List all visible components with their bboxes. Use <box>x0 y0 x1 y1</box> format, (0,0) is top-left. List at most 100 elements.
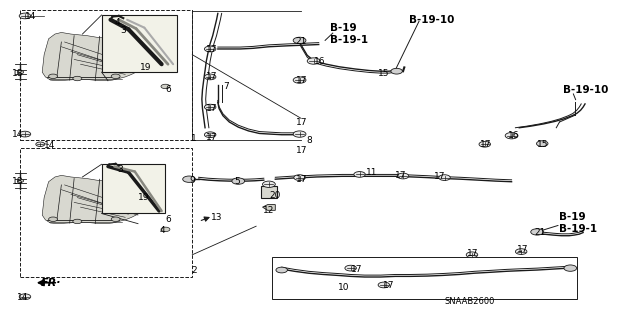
Text: 17: 17 <box>479 140 491 149</box>
Text: FR·: FR· <box>40 278 61 288</box>
Circle shape <box>515 249 527 255</box>
Circle shape <box>19 131 31 137</box>
Text: 20: 20 <box>269 190 280 200</box>
Text: B-19-10: B-19-10 <box>410 15 455 25</box>
Text: 16: 16 <box>508 131 520 140</box>
Text: 21: 21 <box>296 38 307 47</box>
Circle shape <box>564 265 577 271</box>
Text: 2: 2 <box>191 266 196 275</box>
Text: 18: 18 <box>12 69 24 78</box>
Text: 12: 12 <box>262 206 274 215</box>
Circle shape <box>182 176 195 182</box>
Text: 17: 17 <box>206 72 218 81</box>
Text: 14: 14 <box>44 141 56 150</box>
Text: 14: 14 <box>12 130 24 138</box>
Circle shape <box>293 131 306 137</box>
Text: 14: 14 <box>25 12 36 21</box>
Text: B-19
B-19-1: B-19 B-19-1 <box>330 23 368 45</box>
Text: 17: 17 <box>467 249 478 258</box>
Circle shape <box>467 252 477 258</box>
Text: 17: 17 <box>516 245 528 254</box>
Circle shape <box>73 76 82 81</box>
Circle shape <box>345 265 356 271</box>
Circle shape <box>19 294 31 300</box>
Circle shape <box>439 175 451 181</box>
Text: B-19
B-19-1: B-19 B-19-1 <box>559 212 598 234</box>
Circle shape <box>307 58 320 64</box>
Circle shape <box>73 219 82 224</box>
Circle shape <box>276 267 287 273</box>
Circle shape <box>262 181 275 188</box>
Text: 15: 15 <box>537 140 548 149</box>
Text: 18: 18 <box>12 177 24 186</box>
Circle shape <box>531 229 543 235</box>
Circle shape <box>19 13 31 19</box>
Text: 5: 5 <box>234 177 239 186</box>
Circle shape <box>294 175 305 181</box>
Text: 8: 8 <box>306 136 312 145</box>
Text: 16: 16 <box>314 57 325 66</box>
Circle shape <box>505 132 518 139</box>
Bar <box>102 15 177 72</box>
Circle shape <box>161 84 170 89</box>
Circle shape <box>479 141 490 147</box>
Circle shape <box>111 217 120 221</box>
Text: 3: 3 <box>121 26 127 35</box>
Text: 19: 19 <box>138 193 150 202</box>
Circle shape <box>397 173 409 179</box>
Text: 17: 17 <box>296 117 307 127</box>
Circle shape <box>204 46 216 52</box>
Polygon shape <box>42 175 145 224</box>
Text: 11: 11 <box>366 168 378 177</box>
Text: 19: 19 <box>140 63 152 72</box>
Circle shape <box>378 282 390 288</box>
Circle shape <box>232 178 244 184</box>
Circle shape <box>204 74 216 80</box>
Circle shape <box>142 206 151 211</box>
Text: 4: 4 <box>115 18 120 27</box>
Circle shape <box>36 142 45 146</box>
Polygon shape <box>42 33 145 81</box>
Text: 17: 17 <box>396 171 407 180</box>
Text: 17: 17 <box>434 172 445 181</box>
Text: 17: 17 <box>206 133 218 142</box>
Circle shape <box>161 227 170 232</box>
Polygon shape <box>262 204 275 210</box>
Text: 17: 17 <box>296 76 307 85</box>
Bar <box>20 148 192 277</box>
Text: 9: 9 <box>189 176 195 185</box>
Circle shape <box>204 104 216 110</box>
Bar <box>20 10 192 140</box>
Bar <box>272 257 577 299</box>
Text: 10: 10 <box>338 283 349 292</box>
Circle shape <box>354 172 365 177</box>
Text: SNAAB2600: SNAAB2600 <box>445 297 495 306</box>
Text: 21: 21 <box>534 228 545 237</box>
Bar <box>261 186 276 198</box>
Circle shape <box>111 74 120 78</box>
Text: 15: 15 <box>378 69 389 78</box>
Circle shape <box>536 141 548 146</box>
Circle shape <box>391 68 403 74</box>
Text: 4: 4 <box>159 226 164 234</box>
Text: 17: 17 <box>296 146 307 155</box>
Text: 14: 14 <box>17 293 28 302</box>
Circle shape <box>142 63 151 68</box>
Text: 3: 3 <box>117 165 123 174</box>
Text: 17: 17 <box>206 104 218 113</box>
Circle shape <box>293 77 306 83</box>
Text: 17: 17 <box>296 175 307 184</box>
Circle shape <box>17 179 24 182</box>
Circle shape <box>17 70 24 74</box>
Circle shape <box>49 74 58 78</box>
Text: 17: 17 <box>351 264 362 274</box>
Circle shape <box>204 132 216 137</box>
Text: 17: 17 <box>383 281 394 290</box>
Text: 6: 6 <box>166 215 172 224</box>
Text: 13: 13 <box>211 213 223 222</box>
Circle shape <box>293 37 306 44</box>
Text: B-19-10: B-19-10 <box>563 85 608 95</box>
Bar <box>102 164 166 213</box>
Circle shape <box>49 217 58 221</box>
Text: 7: 7 <box>223 82 228 91</box>
